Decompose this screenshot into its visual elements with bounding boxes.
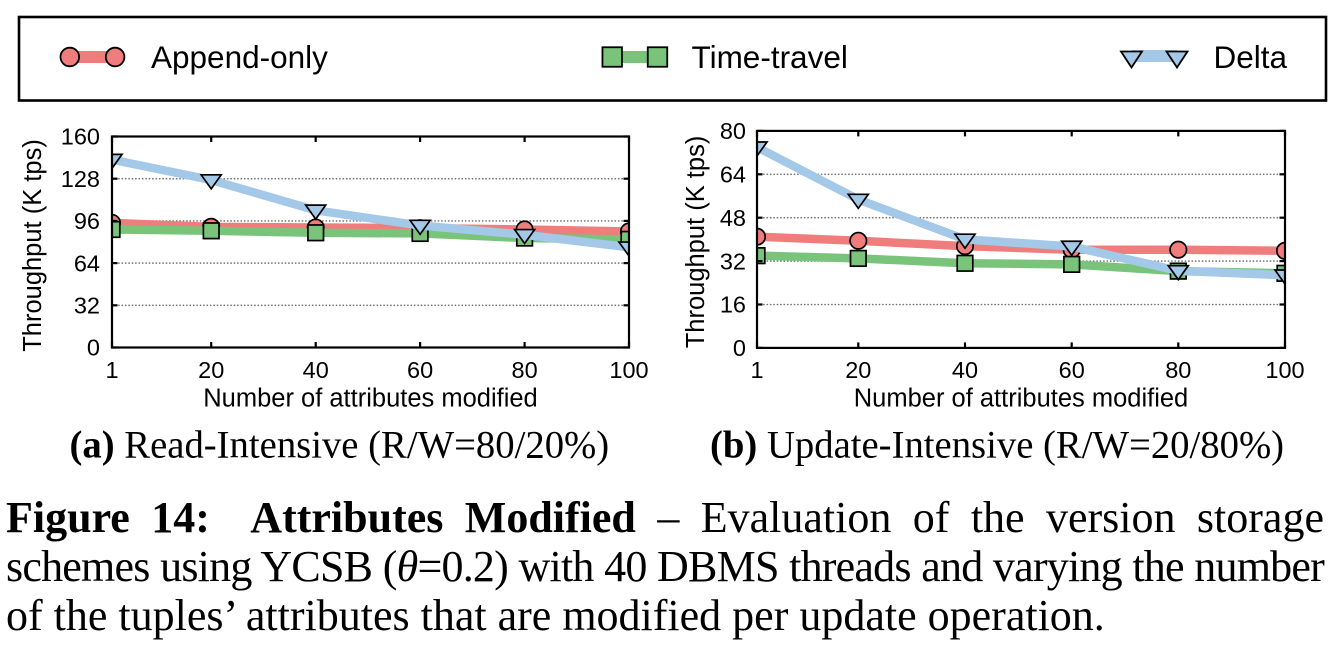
svg-text:100: 100 bbox=[1265, 357, 1304, 383]
svg-text:1: 1 bbox=[750, 357, 763, 383]
svg-text:0: 0 bbox=[733, 335, 746, 361]
svg-text:40: 40 bbox=[303, 357, 329, 383]
svg-text:80: 80 bbox=[512, 357, 538, 383]
svg-text:Throughput (K tps): Throughput (K tps) bbox=[19, 139, 47, 352]
svg-text:20: 20 bbox=[845, 357, 871, 383]
svg-text:32: 32 bbox=[74, 293, 100, 319]
svg-text:(b) Update-Intensive (R/W=20/8: (b) Update-Intensive (R/W=20/80%) bbox=[710, 425, 1284, 467]
svg-text:100: 100 bbox=[609, 357, 648, 383]
svg-text:40: 40 bbox=[952, 357, 978, 383]
svg-text:80: 80 bbox=[1165, 357, 1191, 383]
svg-text:32: 32 bbox=[720, 248, 746, 274]
svg-text:80: 80 bbox=[720, 118, 746, 144]
svg-text:48: 48 bbox=[720, 205, 746, 231]
svg-text:Append-only: Append-only bbox=[151, 39, 328, 75]
svg-text:16: 16 bbox=[720, 292, 746, 318]
svg-text:160: 160 bbox=[61, 124, 100, 150]
svg-text:Throughput (K tps): Throughput (K tps) bbox=[682, 136, 710, 349]
svg-text:1: 1 bbox=[105, 357, 118, 383]
svg-text:Number of attributes modified: Number of attributes modified bbox=[203, 385, 538, 413]
svg-text:0: 0 bbox=[87, 335, 100, 361]
svg-text:Time-travel: Time-travel bbox=[692, 39, 848, 75]
svg-text:64: 64 bbox=[720, 162, 746, 188]
svg-text:128: 128 bbox=[61, 166, 100, 192]
svg-text:20: 20 bbox=[198, 357, 224, 383]
svg-text:96: 96 bbox=[74, 208, 100, 234]
svg-text:60: 60 bbox=[407, 357, 433, 383]
svg-text:Delta: Delta bbox=[1214, 39, 1288, 75]
svg-text:(a) Read-Intensive (R/W=80/20%: (a) Read-Intensive (R/W=80/20%) bbox=[70, 425, 610, 467]
svg-text:60: 60 bbox=[1059, 357, 1085, 383]
svg-text:64: 64 bbox=[74, 250, 100, 276]
svg-text:Number of attributes modified: Number of attributes modified bbox=[854, 385, 1189, 413]
